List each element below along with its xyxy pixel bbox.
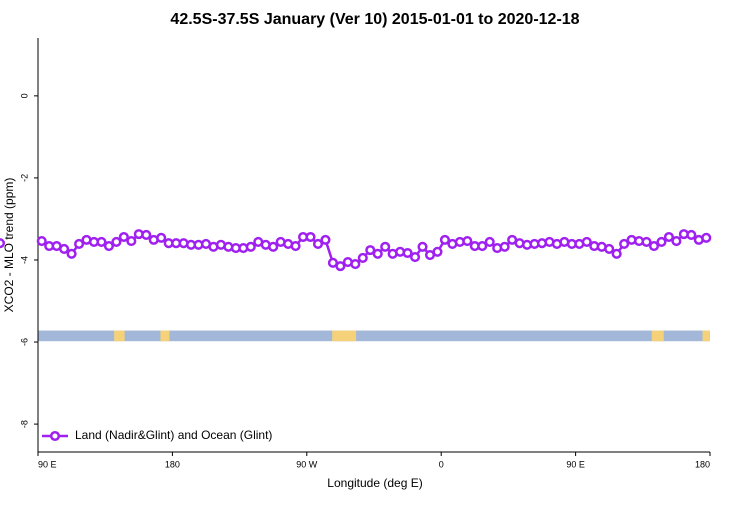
data-point <box>320 234 331 245</box>
data-point <box>648 240 660 252</box>
data-point <box>372 248 383 259</box>
y-axis-label: XCO2 - MLO trend (ppm) <box>2 178 16 313</box>
land-patch <box>160 330 170 342</box>
x-tick-label: 90 E <box>38 459 57 469</box>
y-tick-label: 0 <box>19 93 29 98</box>
land-patch <box>114 330 125 342</box>
data-point <box>417 241 428 252</box>
data-point <box>656 236 667 247</box>
data-point <box>357 252 368 263</box>
land-patch <box>702 330 710 342</box>
data-point <box>477 240 488 252</box>
data-point <box>335 261 346 272</box>
data-point <box>96 236 107 247</box>
x-tick-label: 180 <box>695 459 710 469</box>
data-point <box>439 234 450 245</box>
data-point <box>484 236 495 247</box>
data-point <box>611 248 622 259</box>
data-point <box>156 232 167 243</box>
y-tick-label: -6 <box>19 338 29 346</box>
data-point <box>499 241 510 252</box>
legend-label: Land (Nadir&Glint) and Ocean (Glint) <box>75 428 272 442</box>
data-point <box>619 238 630 250</box>
x-tick-label: 90 W <box>296 459 318 469</box>
y-tick-label: -4 <box>19 256 29 264</box>
data-point <box>111 236 122 247</box>
data-point <box>245 241 256 252</box>
data-point <box>462 236 473 247</box>
data-point <box>36 236 47 247</box>
data-point <box>312 238 324 250</box>
data-point <box>365 245 376 256</box>
y-tick-label: -2 <box>19 174 29 182</box>
data-point <box>686 229 697 240</box>
x-tick-label: 90 E <box>566 459 585 469</box>
data-point <box>126 236 137 247</box>
data-point <box>350 259 361 270</box>
data-point <box>290 240 301 252</box>
ocean-band <box>38 330 710 342</box>
y-tick-label: -8 <box>19 420 29 428</box>
data-point <box>305 231 316 243</box>
data-point <box>141 229 152 240</box>
data-point <box>74 238 85 250</box>
data-point <box>103 240 114 252</box>
data-point <box>641 236 652 247</box>
data-point <box>59 243 70 254</box>
data-point <box>581 236 592 247</box>
data-point <box>0 238 6 249</box>
chart-title: 42.5S-37.5S January (Ver 10) 2015-01-01 … <box>170 11 579 28</box>
x-tick-label: 0 <box>439 459 444 469</box>
data-point <box>118 231 129 243</box>
data-point <box>604 243 615 254</box>
legend-marker <box>49 430 61 442</box>
data-point <box>380 241 391 252</box>
data-point <box>671 236 682 247</box>
data-point <box>701 232 712 243</box>
data-point <box>432 246 443 257</box>
land-patch <box>651 330 664 342</box>
data-point <box>402 247 413 259</box>
data-point <box>663 231 674 243</box>
data-point <box>410 252 421 263</box>
data-point <box>66 248 77 259</box>
x-tick-label: 180 <box>165 459 180 469</box>
land-patch <box>332 330 357 342</box>
x-axis-label: Longitude (deg E) <box>327 476 422 490</box>
data-point <box>268 241 279 252</box>
